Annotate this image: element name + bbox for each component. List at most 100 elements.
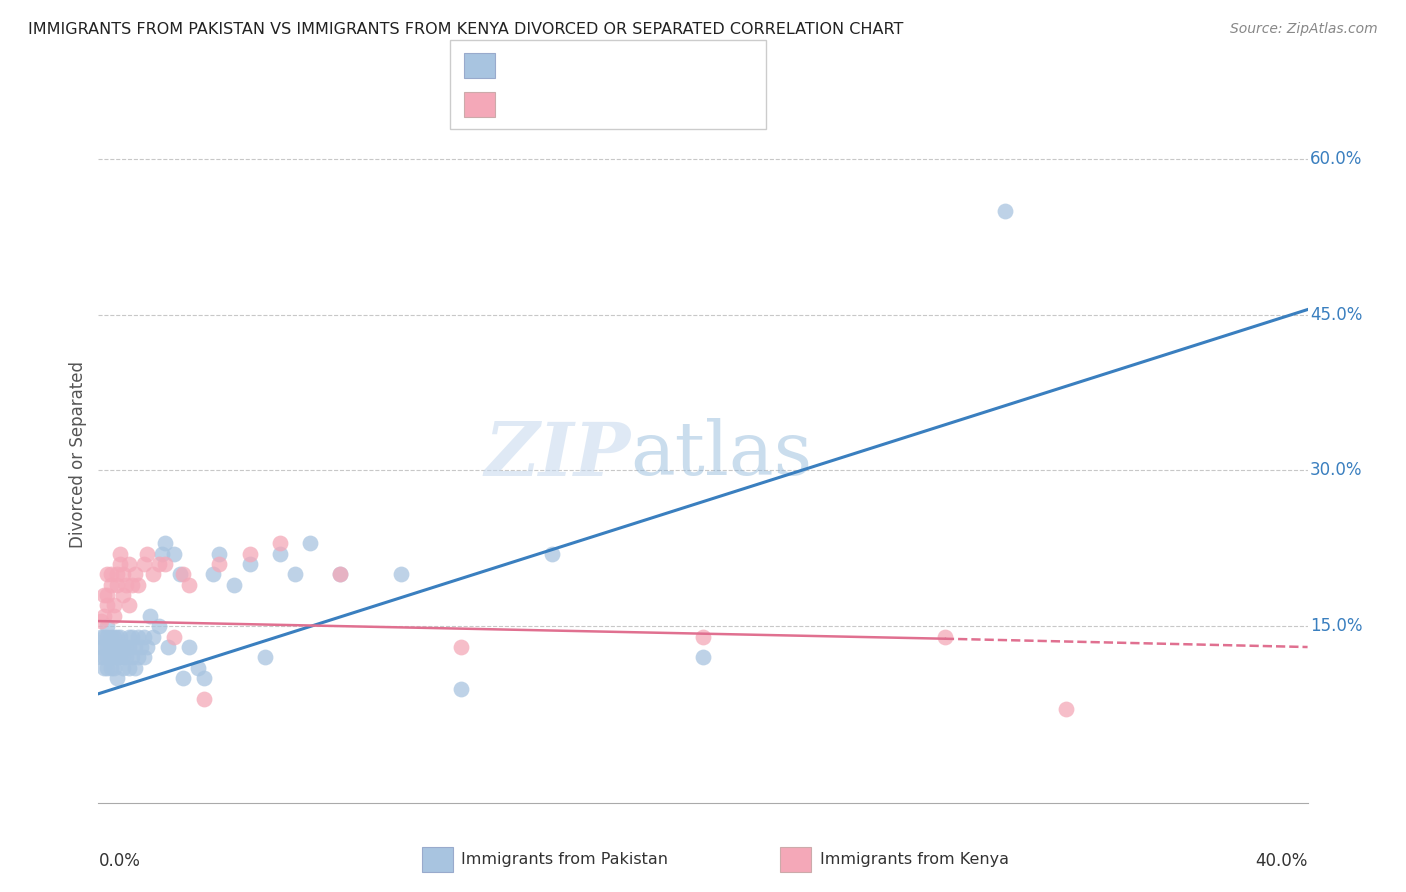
Point bbox=[253, 650, 276, 665]
Point bbox=[96, 599, 118, 613]
Text: IMMIGRANTS FROM PAKISTAN VS IMMIGRANTS FROM KENYA DIVORCED OR SEPARATED CORRELAT: IMMIGRANTS FROM PAKISTAN VS IMMIGRANTS F… bbox=[28, 22, 904, 37]
Point bbox=[103, 630, 125, 644]
Point bbox=[111, 567, 134, 582]
Point bbox=[114, 650, 136, 665]
Point bbox=[692, 630, 714, 644]
Point bbox=[169, 567, 191, 582]
Point bbox=[100, 640, 122, 654]
Point bbox=[100, 567, 122, 582]
Point bbox=[269, 547, 291, 561]
Point bbox=[90, 630, 112, 644]
Point bbox=[127, 650, 149, 665]
Text: 72: 72 bbox=[658, 56, 683, 74]
Point bbox=[100, 650, 122, 665]
Point bbox=[1054, 702, 1077, 716]
Point bbox=[208, 557, 231, 571]
Point bbox=[105, 578, 128, 592]
Point bbox=[329, 567, 352, 582]
Point bbox=[111, 640, 134, 654]
Point bbox=[100, 578, 122, 592]
Point bbox=[93, 650, 115, 665]
Point bbox=[193, 692, 215, 706]
Point bbox=[299, 536, 322, 550]
Point bbox=[540, 547, 562, 561]
Text: 15.0%: 15.0% bbox=[1310, 617, 1362, 635]
Point bbox=[121, 578, 143, 592]
Point bbox=[108, 650, 131, 665]
Text: 0.0%: 0.0% bbox=[98, 852, 141, 870]
Point bbox=[93, 588, 115, 602]
Point bbox=[284, 567, 307, 582]
Point bbox=[121, 630, 143, 644]
Point bbox=[93, 661, 115, 675]
Point bbox=[118, 661, 141, 675]
Text: Immigrants from Pakistan: Immigrants from Pakistan bbox=[461, 853, 668, 867]
Point bbox=[93, 630, 115, 644]
Point bbox=[100, 630, 122, 644]
Text: 45.0%: 45.0% bbox=[1310, 306, 1362, 324]
Point bbox=[105, 671, 128, 685]
Text: Immigrants from Kenya: Immigrants from Kenya bbox=[820, 853, 1008, 867]
Point bbox=[108, 630, 131, 644]
Point bbox=[208, 547, 231, 561]
Point bbox=[129, 640, 152, 654]
Point bbox=[105, 630, 128, 644]
Point bbox=[111, 588, 134, 602]
Point bbox=[96, 630, 118, 644]
Text: atlas: atlas bbox=[630, 418, 813, 491]
Point bbox=[153, 536, 176, 550]
Point bbox=[103, 650, 125, 665]
Point bbox=[450, 681, 472, 696]
Point bbox=[105, 650, 128, 665]
Text: 0.695: 0.695 bbox=[546, 56, 602, 74]
Point bbox=[96, 567, 118, 582]
Text: -0.091: -0.091 bbox=[543, 95, 607, 113]
Point bbox=[163, 630, 186, 644]
Point bbox=[114, 640, 136, 654]
Point bbox=[127, 578, 149, 592]
Point bbox=[100, 661, 122, 675]
Point bbox=[118, 557, 141, 571]
Point bbox=[96, 650, 118, 665]
Point bbox=[90, 650, 112, 665]
Point bbox=[121, 650, 143, 665]
Point bbox=[124, 640, 146, 654]
Point bbox=[692, 650, 714, 665]
Point bbox=[148, 619, 170, 633]
Point bbox=[124, 567, 146, 582]
Point bbox=[132, 650, 155, 665]
Text: 40.0%: 40.0% bbox=[1256, 852, 1308, 870]
Point bbox=[132, 557, 155, 571]
Point bbox=[156, 640, 179, 654]
Point bbox=[103, 661, 125, 675]
Point bbox=[239, 557, 262, 571]
Point bbox=[132, 630, 155, 644]
Point bbox=[269, 536, 291, 550]
Point bbox=[224, 578, 246, 592]
Point bbox=[103, 608, 125, 623]
Point bbox=[389, 567, 412, 582]
Point bbox=[96, 588, 118, 602]
Text: N =: N = bbox=[612, 95, 664, 113]
Point bbox=[105, 567, 128, 582]
Point bbox=[118, 630, 141, 644]
Point bbox=[187, 661, 209, 675]
Point bbox=[148, 557, 170, 571]
Text: 30.0%: 30.0% bbox=[1310, 461, 1362, 480]
Point bbox=[329, 567, 352, 582]
Point bbox=[93, 608, 115, 623]
Point bbox=[93, 640, 115, 654]
Point bbox=[127, 630, 149, 644]
Point bbox=[450, 640, 472, 654]
Point bbox=[124, 661, 146, 675]
Text: N =: N = bbox=[612, 56, 664, 74]
Point bbox=[994, 203, 1017, 218]
Point bbox=[239, 547, 262, 561]
Text: R =: R = bbox=[506, 95, 546, 113]
Point bbox=[150, 547, 173, 561]
Point bbox=[103, 599, 125, 613]
Point bbox=[111, 661, 134, 675]
Point bbox=[139, 608, 162, 623]
Point bbox=[142, 630, 165, 644]
Point bbox=[108, 547, 131, 561]
